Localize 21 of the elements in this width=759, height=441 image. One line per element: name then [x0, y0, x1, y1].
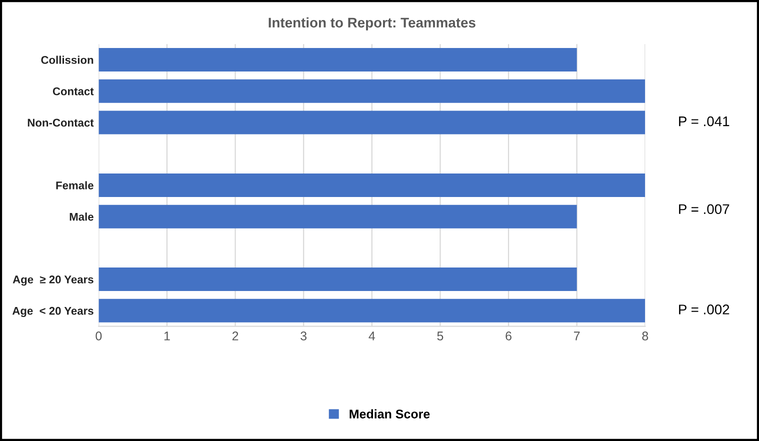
y-tick-label: Male — [70, 212, 94, 221]
text: P = .007 — [679, 204, 730, 214]
x-tick-label: 8 — [642, 332, 648, 340]
y-tick-label: Age ≥ 20 Years — [12, 276, 94, 286]
y-tick-label: Female — [56, 181, 94, 190]
x-tick-label: 3 — [300, 332, 307, 340]
y-tick-label: Non-Contact — [28, 118, 94, 127]
legend-label: Median Score — [350, 409, 430, 418]
x-tick-label: 0 — [96, 332, 102, 340]
x-tick-label: 1 — [164, 332, 170, 340]
x-tick-label: 5 — [437, 332, 444, 340]
x-tick-label: 7 — [574, 332, 580, 340]
x-tick-label: 6 — [506, 332, 512, 340]
y-tick-label: Collission — [41, 56, 94, 64]
x-tick-label: 2 — [232, 332, 238, 340]
text: P = .041 — [679, 116, 730, 126]
y-tick-label: Age < 20 Years — [12, 306, 94, 318]
x-tick-label: 4 — [368, 332, 376, 340]
text: P = .002 — [679, 304, 730, 314]
y-tick-label: Contact — [52, 87, 94, 96]
chart-title: Intention to Report: Teammates — [268, 17, 476, 30]
